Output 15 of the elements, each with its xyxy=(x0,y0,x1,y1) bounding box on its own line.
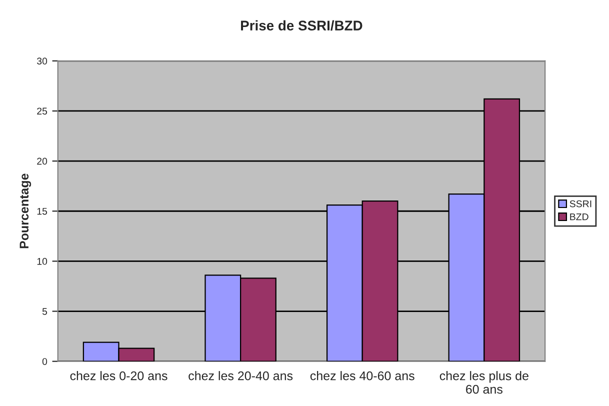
legend-label: SSRI xyxy=(570,200,592,208)
y-tick-label: 20 xyxy=(37,158,48,165)
x-tick-label: chez les plus de 60 ans xyxy=(440,371,528,394)
y-tick-label: 25 xyxy=(37,108,48,115)
chart-title: Prise de SSRI/BZD xyxy=(241,20,362,31)
y-axis-title: Pourcentage xyxy=(20,174,32,248)
legend-label: BZD xyxy=(570,213,588,220)
y-tick-label: 10 xyxy=(37,258,48,265)
y-tick-label: 0 xyxy=(42,358,48,365)
x-tick-label: chez les 40-60 ans xyxy=(310,371,414,380)
y-tick-label: 15 xyxy=(37,208,48,215)
y-tick-label: 5 xyxy=(42,308,48,315)
y-tick-label: 30 xyxy=(36,58,48,65)
x-tick-label: chez les 20-40 ans xyxy=(188,371,293,380)
x-tick-label: chez les 0-20 ans xyxy=(70,371,168,380)
